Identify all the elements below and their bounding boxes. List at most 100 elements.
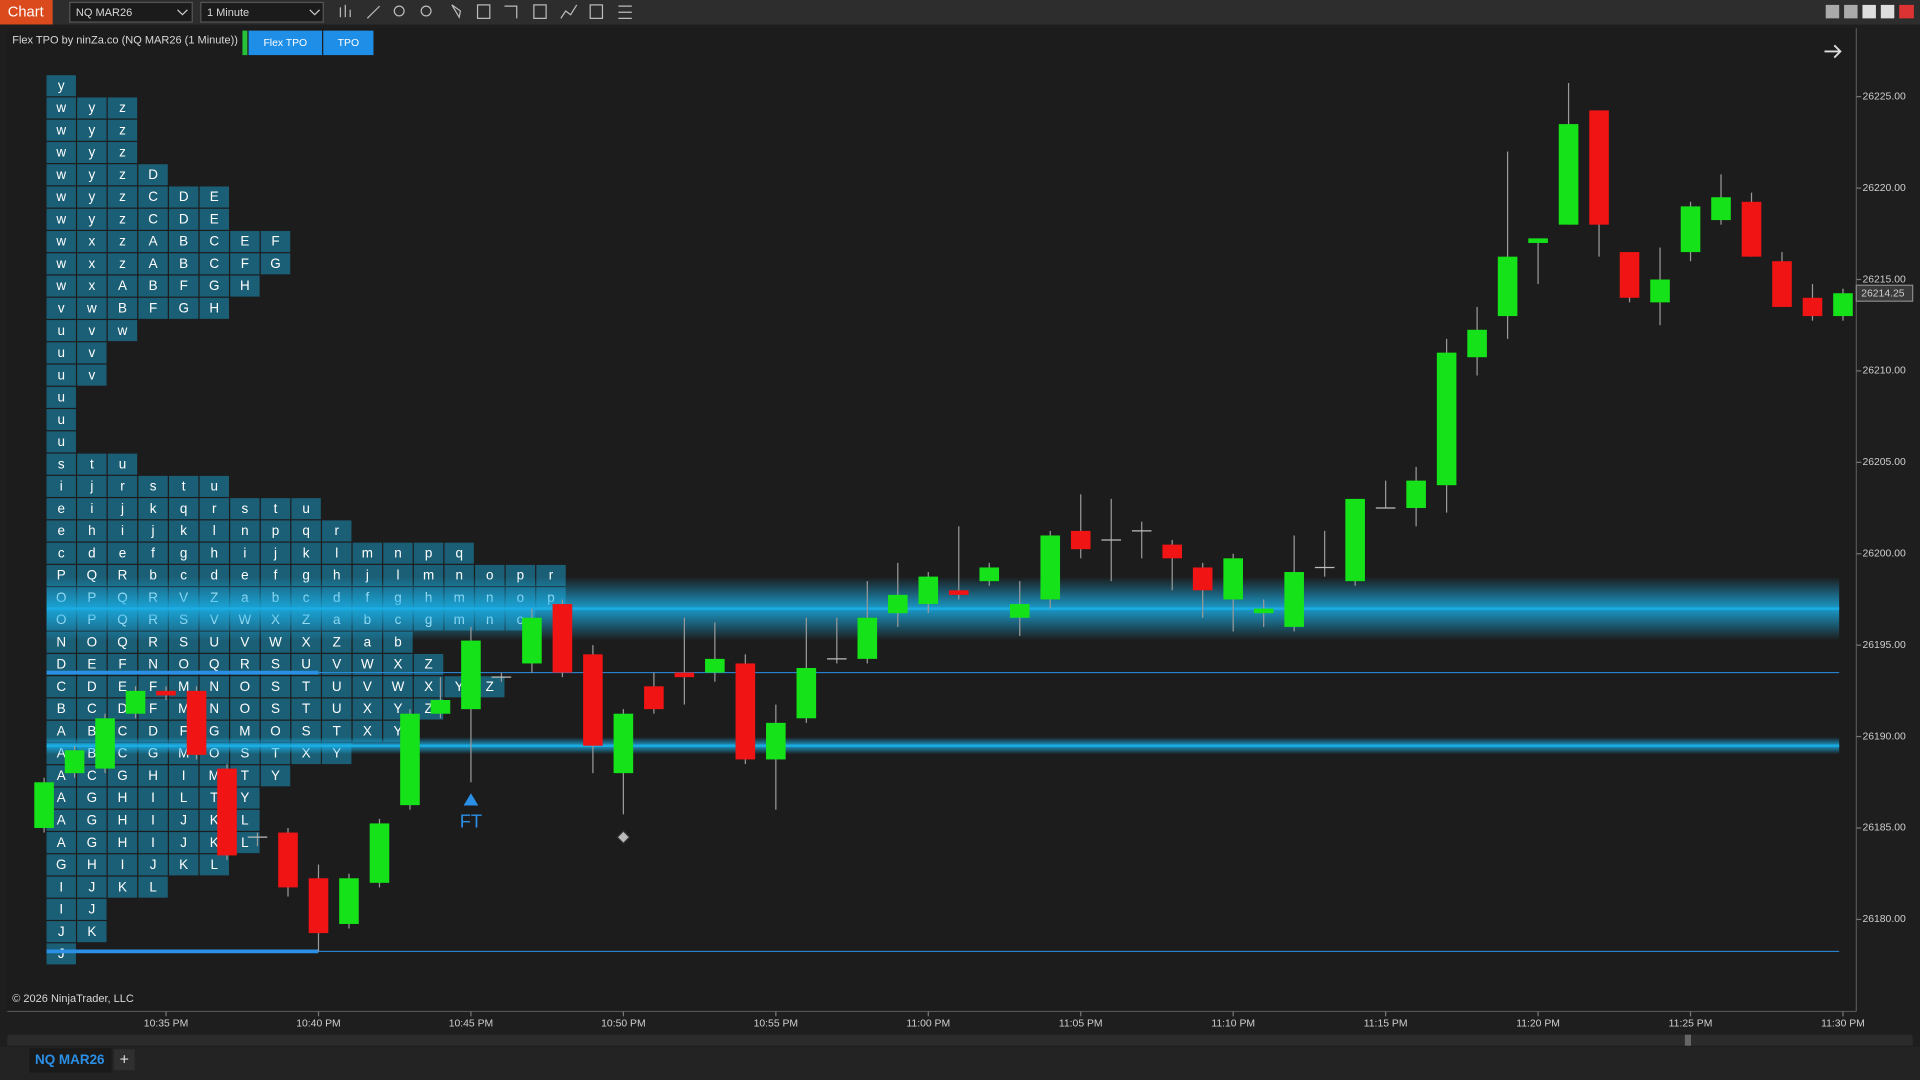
tpo-letter: u bbox=[57, 345, 64, 360]
tpo-cell bbox=[291, 542, 321, 564]
tpo-letter: y bbox=[88, 145, 95, 160]
add-tab-button[interactable] bbox=[113, 1049, 135, 1071]
tpo-letter: X bbox=[424, 679, 433, 694]
candle-body bbox=[857, 617, 878, 659]
tpo-letter: C bbox=[148, 189, 158, 204]
tpo-letter: f bbox=[274, 568, 278, 583]
tpo-letter: Y bbox=[240, 790, 249, 805]
candle-body bbox=[1040, 535, 1061, 600]
tpo-letter: J bbox=[88, 902, 95, 917]
tpo-cell bbox=[46, 854, 76, 876]
tpo-cell bbox=[199, 253, 229, 275]
tpo-cell bbox=[168, 275, 199, 297]
tpo-letter: u bbox=[57, 367, 64, 382]
tpo-letter: M bbox=[239, 723, 250, 738]
x-tick-label: 10:35 PM bbox=[144, 1018, 188, 1029]
tpo-letter: w bbox=[55, 122, 66, 137]
tpo-cell bbox=[168, 498, 199, 520]
tpo-letter: H bbox=[148, 768, 158, 783]
tpo-letter: y bbox=[88, 167, 95, 182]
y-tick-label: 26205.00 bbox=[1862, 457, 1906, 468]
tpo-cell bbox=[230, 787, 260, 809]
scroll-arrow[interactable] bbox=[1824, 44, 1842, 59]
tpo-cell bbox=[168, 297, 199, 319]
scroll-thumb[interactable] bbox=[1684, 1034, 1692, 1046]
tpo-cell bbox=[107, 809, 138, 831]
tpo-letter: D bbox=[148, 723, 158, 738]
last-price-label: 26214.25 bbox=[1861, 289, 1905, 300]
tpo-letter: F bbox=[149, 301, 157, 316]
tpo-letter: u bbox=[302, 501, 309, 516]
candle-body bbox=[948, 590, 969, 595]
tpo-letter: v bbox=[88, 345, 95, 360]
tpo-letter: H bbox=[118, 835, 128, 850]
tpo-cell bbox=[77, 809, 107, 831]
tpo-letter: J bbox=[180, 835, 187, 850]
tpo-letter: D bbox=[148, 167, 158, 182]
candle-body bbox=[1253, 608, 1274, 614]
tpo-letter: e bbox=[57, 523, 64, 538]
tpo-cell bbox=[260, 765, 291, 787]
tpo-cell bbox=[352, 698, 383, 720]
tpo-cell bbox=[107, 854, 138, 876]
tpo-cell bbox=[46, 832, 76, 854]
tpo-cell bbox=[46, 498, 76, 520]
instrument-select[interactable] bbox=[69, 1, 193, 23]
tpo-button[interactable] bbox=[323, 30, 374, 56]
tpo-letter: I bbox=[59, 902, 63, 917]
tpo-letter: C bbox=[209, 256, 219, 271]
tpo-letter: c bbox=[58, 545, 65, 560]
tpo-cell bbox=[46, 943, 76, 965]
tpo-letter: h bbox=[333, 568, 340, 583]
tpo-letter: w bbox=[55, 100, 66, 115]
candle-body bbox=[95, 718, 115, 769]
candle-body bbox=[522, 617, 542, 664]
flex-tpo-button[interactable] bbox=[248, 30, 323, 56]
tpo-letter: z bbox=[119, 167, 126, 182]
instrument-tab[interactable] bbox=[29, 1048, 112, 1073]
toolbar-icons[interactable] bbox=[339, 4, 632, 19]
tpo-cell bbox=[77, 898, 107, 920]
tpo-cell bbox=[230, 498, 260, 520]
tpo-letter: U bbox=[332, 701, 342, 716]
chart-tab[interactable] bbox=[0, 0, 53, 25]
tpo-letter: s bbox=[150, 479, 157, 494]
tpo-letter: B bbox=[149, 278, 158, 293]
last-price-box bbox=[1855, 284, 1914, 302]
candle-body bbox=[735, 663, 756, 760]
tpo-cell bbox=[230, 520, 260, 542]
candle-body bbox=[1192, 567, 1213, 591]
tpo-letter: l bbox=[335, 545, 338, 560]
window-controls[interactable] bbox=[1825, 4, 1914, 19]
tpo-cell bbox=[199, 676, 229, 698]
tpo-cell bbox=[46, 876, 76, 898]
x-tick-label: 10:55 PM bbox=[754, 1018, 798, 1029]
tpo-letter: x bbox=[88, 256, 95, 271]
tpo-cell bbox=[138, 208, 168, 230]
tpo-cell bbox=[260, 542, 291, 564]
tpo-letter: R bbox=[118, 568, 128, 583]
tpo-cell bbox=[352, 720, 383, 742]
interval-select[interactable] bbox=[200, 1, 324, 23]
tpo-cell bbox=[77, 97, 107, 119]
tpo-cell bbox=[77, 186, 107, 208]
tpo-letter: G bbox=[209, 278, 219, 293]
tpo-cell bbox=[46, 453, 76, 475]
tpo-cell bbox=[138, 876, 168, 898]
tpo-cell bbox=[138, 498, 168, 520]
tpo-letter: L bbox=[241, 813, 249, 828]
candle-body bbox=[1406, 480, 1426, 509]
tpo-cell bbox=[138, 809, 168, 831]
tpo-cell bbox=[46, 75, 76, 97]
tpo-cell bbox=[138, 542, 168, 564]
candle-body bbox=[186, 690, 207, 755]
x-tick-label: 11:25 PM bbox=[1669, 1018, 1713, 1029]
tpo-cell bbox=[107, 208, 138, 230]
tpo-letter: l bbox=[213, 523, 216, 538]
tpo-letter: v bbox=[88, 367, 95, 382]
tpo-letter: j bbox=[120, 501, 124, 516]
tpo-letter: X bbox=[302, 634, 311, 649]
scrollbar[interactable] bbox=[7, 1034, 1913, 1046]
tpo-letter: r bbox=[120, 479, 125, 494]
